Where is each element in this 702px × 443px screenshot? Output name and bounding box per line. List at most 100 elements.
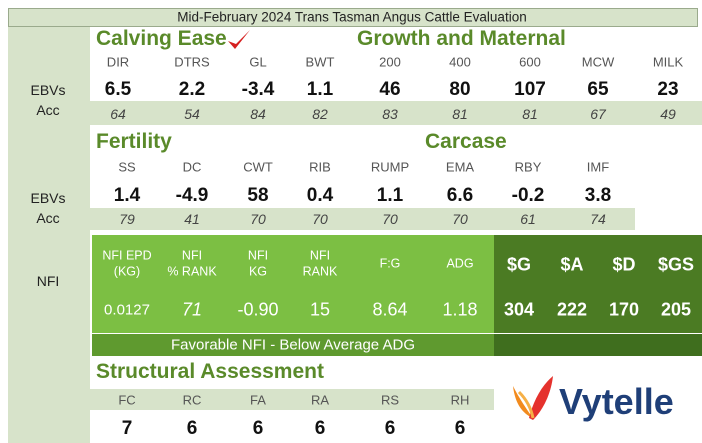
ebv-value: 6.5 xyxy=(104,79,132,100)
accuracy: 79 xyxy=(119,211,135,227)
index-value: 170 xyxy=(608,299,640,320)
column-label: RUMP xyxy=(370,159,410,175)
column-label: MCW xyxy=(581,54,615,70)
column-label: RBY xyxy=(514,159,542,175)
column-label: RIB xyxy=(309,159,331,175)
note-bar xyxy=(92,334,494,356)
accuracy: 81 xyxy=(452,106,468,122)
acc-band xyxy=(90,208,635,230)
nfi-value: 71 xyxy=(181,299,203,320)
structural-value: 6 xyxy=(384,418,396,439)
nfi-label: NFI xyxy=(181,248,203,263)
column-label: RC xyxy=(182,392,202,408)
nfi-label: F:G xyxy=(379,256,401,271)
structural-value: 7 xyxy=(121,418,133,439)
accuracy: 70 xyxy=(312,211,328,227)
column-label: GL xyxy=(249,54,267,70)
accuracy: 70 xyxy=(250,211,266,227)
column-label: FA xyxy=(250,392,266,408)
accuracy: 83 xyxy=(382,106,398,122)
ebv-value: 1.4 xyxy=(113,185,141,206)
index-label: $D xyxy=(612,254,636,275)
section-title: Carcase xyxy=(425,130,507,153)
section-title: Growth and Maternal xyxy=(357,27,566,50)
row-label: Acc xyxy=(36,102,60,118)
index-value: 222 xyxy=(556,299,588,320)
index-label: $GS xyxy=(657,254,695,275)
nfi-block xyxy=(92,235,494,333)
ebv-value: 23 xyxy=(657,79,679,100)
nfi-label: % RANK xyxy=(167,264,217,279)
nfi-label: ADG xyxy=(446,256,474,271)
row-label: EBVs xyxy=(30,82,66,98)
column-label: IMF xyxy=(586,159,610,175)
nfi-label: RANK xyxy=(302,264,338,279)
ebv-value: 46 xyxy=(379,79,401,100)
column-label: EMA xyxy=(445,159,475,175)
nfi-value: -0.90 xyxy=(237,299,279,320)
row-label: Acc xyxy=(36,210,60,226)
ebv-value: 1.1 xyxy=(376,185,404,206)
check-mark xyxy=(228,30,250,49)
column-label: MILK xyxy=(652,54,684,70)
nfi-value: 15 xyxy=(309,299,331,320)
column-label: DC xyxy=(182,159,202,175)
title: Mid-February 2024 Trans Tasman Angus Cat… xyxy=(177,9,527,25)
section-title: Fertility xyxy=(96,130,172,153)
ebv-value: 2.2 xyxy=(178,79,206,100)
section-title: Structural Assessment xyxy=(96,360,324,383)
nfi-value: 8.64 xyxy=(372,299,408,320)
accuracy: 49 xyxy=(660,106,676,122)
column-label: BWT xyxy=(305,54,335,70)
column-label: RH xyxy=(450,392,470,408)
column-label: DIR xyxy=(106,54,130,70)
nfi-value: 1.18 xyxy=(442,299,478,320)
column-label: CWT xyxy=(243,159,273,175)
nfi-label: NFI xyxy=(247,248,269,263)
accuracy: 64 xyxy=(110,106,126,122)
ebv-value: 65 xyxy=(587,79,609,100)
row-label: NFI xyxy=(36,273,60,289)
ebv-value: 0.4 xyxy=(306,185,334,206)
structural-value: 6 xyxy=(454,418,466,439)
structural-value: 6 xyxy=(252,418,264,439)
nfi-label: KG xyxy=(248,264,268,279)
index-label: $G xyxy=(506,254,532,275)
nfi-label: (KG) xyxy=(113,264,141,279)
column-label: 200 xyxy=(379,54,401,70)
accuracy: 81 xyxy=(522,106,538,122)
accuracy: 67 xyxy=(590,106,606,122)
note-bar-right xyxy=(494,334,702,356)
side-column xyxy=(8,27,90,443)
logo-text: Vytelle xyxy=(559,381,674,422)
row-label: EBVs xyxy=(30,190,66,206)
column-label: 400 xyxy=(449,54,471,70)
accuracy: 54 xyxy=(184,106,200,122)
index-block xyxy=(494,235,702,333)
index-value: 304 xyxy=(503,299,535,320)
column-label: RS xyxy=(380,392,400,408)
index-value: 205 xyxy=(660,299,692,320)
ebv-value: -0.2 xyxy=(511,185,545,206)
nfi-label: NFI xyxy=(309,248,331,263)
accuracy: 70 xyxy=(382,211,398,227)
column-label: RA xyxy=(310,392,330,408)
structural-label-band xyxy=(90,389,494,410)
ebv-value: 3.8 xyxy=(584,185,612,206)
ebv-value: 107 xyxy=(514,79,546,100)
accuracy: 82 xyxy=(312,106,328,122)
ebv-value: 58 xyxy=(247,185,269,206)
ebv-value: -4.9 xyxy=(175,185,209,206)
column-label: 600 xyxy=(519,54,541,70)
acc-band xyxy=(90,101,702,125)
index-label: $A xyxy=(560,254,584,275)
ebv-value: 6.6 xyxy=(446,185,474,206)
nfi-value: 0.0127 xyxy=(104,301,150,319)
title-bar xyxy=(8,8,698,27)
logo: Vytelle xyxy=(513,376,674,422)
ebv-value: 1.1 xyxy=(306,79,334,100)
accuracy: 84 xyxy=(250,106,266,122)
ebv-value: -3.4 xyxy=(241,79,275,100)
nfi-label: NFI EPD xyxy=(102,248,152,263)
